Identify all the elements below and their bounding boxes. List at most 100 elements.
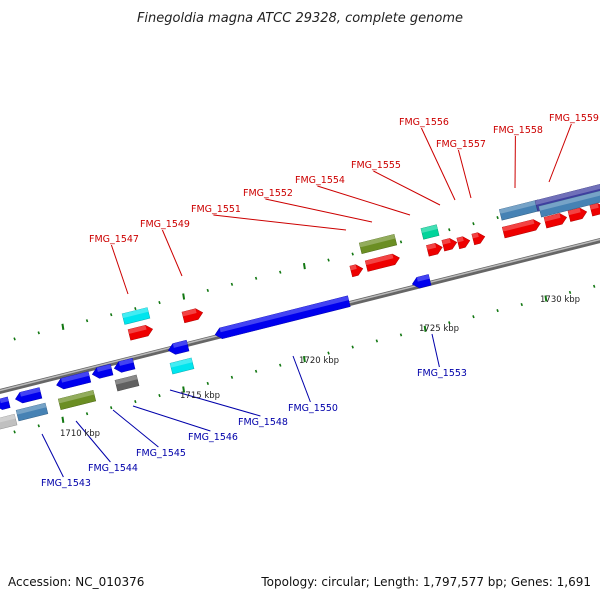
tick-mark [375,339,379,343]
scale-label: 1710 kbp [60,429,100,439]
gene-block-red-4 [456,236,471,250]
leader-line [317,185,411,216]
tick-mark [399,333,403,337]
tick-mark [13,430,16,434]
gene-fmg-1557-shape [501,219,541,239]
tick-mark [302,262,306,270]
accession-text: Accession: NC_010376 [8,575,144,589]
scale-label: 1730 kbp [540,295,580,305]
tick-mark [592,284,596,288]
leader-line [169,389,261,417]
tick-mark [182,386,186,393]
gene-label-forward: FMG_1549 [140,219,190,230]
gene-fmg-1554-shape [364,253,400,272]
tick-mark [496,309,499,313]
leader-line [161,229,183,277]
gene-fmg-1546-shape [169,357,195,375]
gene-label-reverse: FMG_1550 [288,403,338,414]
page-title: Finegoldia magna ATCC 29328, complete ge… [137,11,463,26]
tick-mark [302,355,306,363]
gene-label-reverse: FMG_1545 [136,448,186,459]
gene-block-red-8 [589,203,600,217]
tick-mark [279,363,282,367]
tick-mark [544,295,548,302]
leader-line [41,433,64,478]
tick-mark [37,331,40,335]
gene-fmg-1547-shape [121,307,151,325]
map-body: 1710 kbp 1715 kbp 1720 kbp 1725 kbp 1730 kbp… [0,113,600,489]
tick-mark [37,424,40,428]
gene-label-reverse: FMG_1548 [238,417,288,428]
tick-mark [423,325,427,332]
gene-fmg-1556-shape [426,243,443,257]
gene-labels: FMG_1547FMG_1549FMG_1551FMG_1552FMG_1554… [41,113,599,489]
gene-block-blue-5 [113,357,136,373]
leader-line [373,170,441,206]
tick-mark [109,313,113,317]
scale-label: 1725 kbp [419,324,459,334]
gene-block-blue-4 [91,363,114,379]
tick-mark [327,351,330,355]
tick-mark [230,282,234,286]
tick-mark [448,228,451,232]
leader-line [431,333,440,368]
gene-label-reverse: FMG_1553 [417,368,467,379]
tick-mark [254,276,258,280]
reverse-strand-genes [0,274,432,431]
gene-block-blue-3 [56,371,92,390]
gene-block-grey-1 [0,413,18,431]
gene-block-red-3 [441,238,458,252]
leader-line [292,355,311,403]
tick-mark [134,400,137,404]
gene-label-forward: FMG_1547 [89,234,139,245]
scale-label: 1715 kbp [180,391,220,401]
tick-mark [230,375,234,379]
gene-block-blue-6 [167,339,190,355]
gene-label-forward: FMG_1556 [399,117,449,128]
tick-mark [279,270,282,274]
tick-mark [158,300,161,305]
tick-mark [61,416,65,423]
gene-block-red-7 [567,207,588,222]
tick-mark [109,406,113,410]
gene-fmg-1552-shape [358,233,398,255]
tick-mark [472,315,475,319]
leader-line [132,405,211,432]
tick-mark [520,302,523,307]
gene-label-forward: FMG_1558 [493,125,543,136]
scale-labels: 1710 kbp 1715 kbp 1720 kbp 1725 kbp 1730 kbp [60,295,580,439]
gene-label-forward: FMG_1557 [436,139,486,150]
tick-mark [206,288,210,292]
tick-mark [85,412,89,416]
gene-fmg-1543-shape [15,402,49,422]
leader-line [75,420,111,463]
gene-fmg-1558-shape [498,199,542,221]
tick-mark [568,290,572,294]
tick-mark [158,393,161,398]
gene-block-red-2 [349,264,364,278]
tick-mark [351,252,354,256]
gene-fmg-1549-shape [181,308,204,324]
gene-fmg-1545-shape [114,374,140,392]
tick-mark [13,337,16,341]
gene-block-blue-1 [0,396,11,410]
tick-mark [327,258,330,262]
gene-fmg-1555-shape [420,224,440,240]
label-leader-lines [41,123,572,478]
gene-label-forward: FMG_1554 [295,175,345,186]
leader-line [420,127,456,201]
tick-mark [134,307,137,311]
tick-mark [448,321,451,325]
gene-block-red-5 [471,232,486,246]
leader-line [112,409,159,448]
tick-mark [85,319,89,323]
tick-mark [351,345,354,349]
gene-fmg-1548-shape [214,295,351,339]
gene-fmg-1553-shape [411,274,432,289]
gene-block-steel-1 [538,188,600,218]
gene-block-blue-2 [15,387,43,404]
gene-block-red-6 [543,213,568,229]
leader-line [457,149,472,199]
tick-mark [206,381,210,385]
